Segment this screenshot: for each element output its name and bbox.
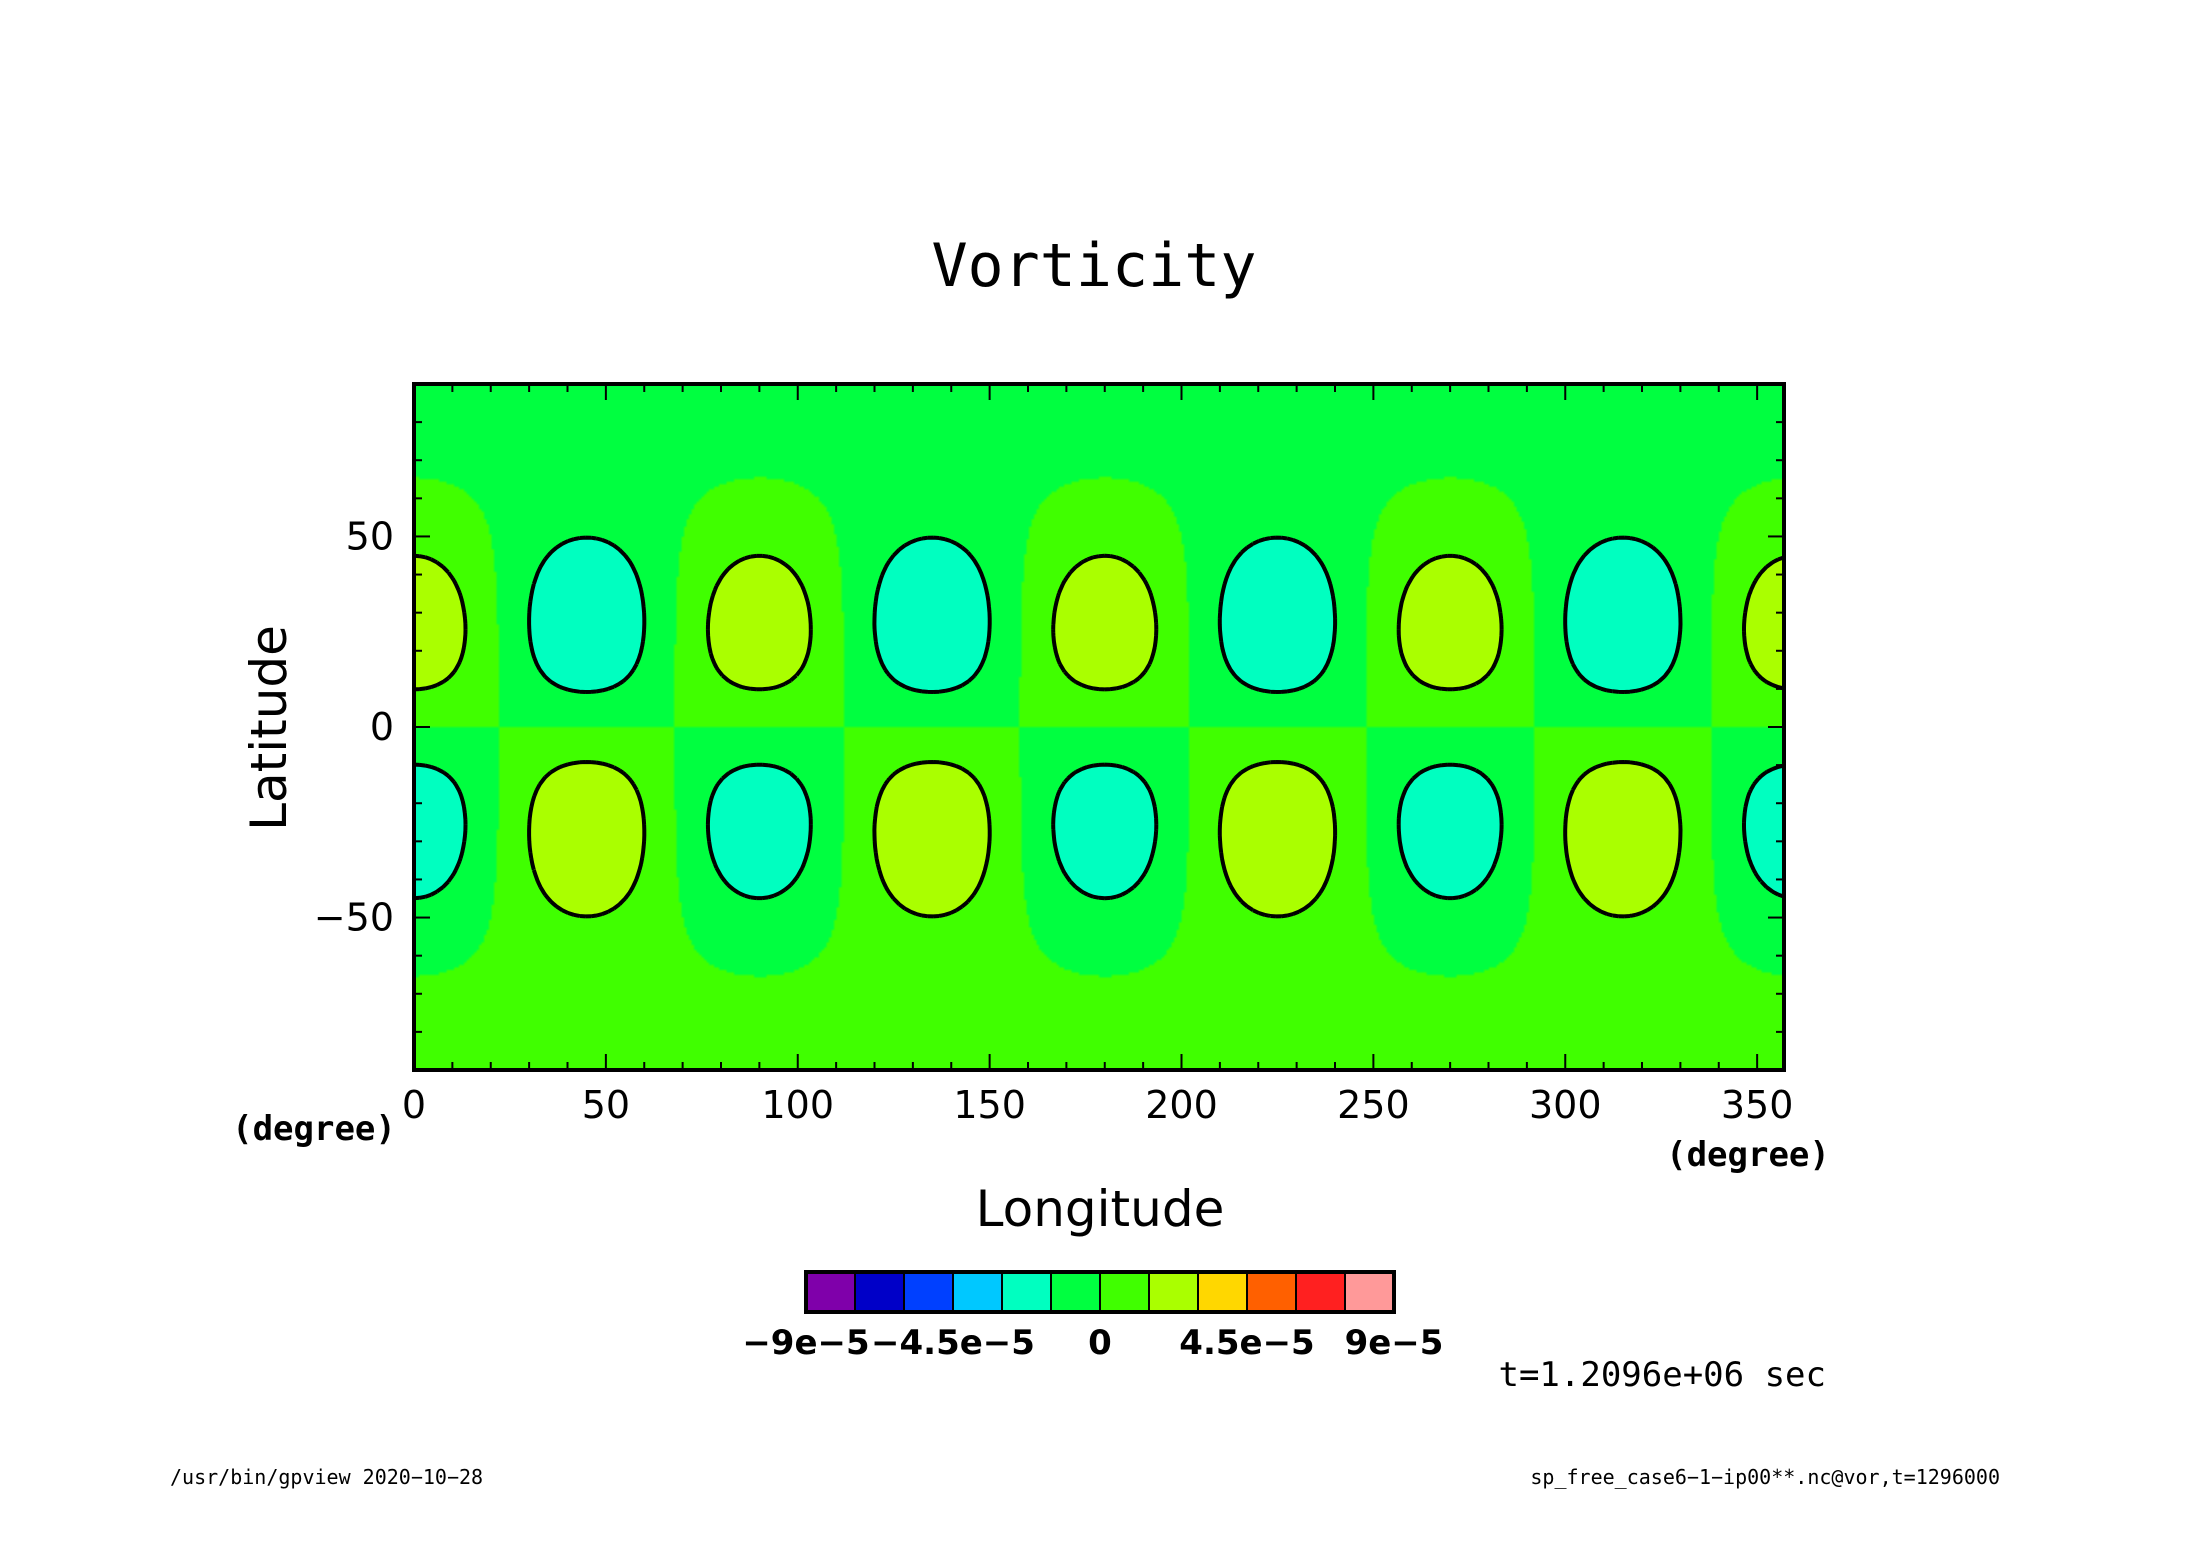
contour-line bbox=[413, 535, 1785, 901]
x-tick-label: 0 bbox=[402, 1083, 426, 1127]
colorbar-swatch bbox=[1148, 1271, 1199, 1313]
vorticity-field bbox=[414, 384, 1784, 1070]
footer-right: sp_free_case6−1−ip00**.nc@vor,t=1296000 bbox=[1530, 1465, 2000, 1489]
y-tick-label: 0 bbox=[370, 705, 394, 749]
colorbar-label: −4.5e−5 bbox=[871, 1323, 1035, 1363]
colorbar-swatch bbox=[952, 1271, 1003, 1313]
y-tick-label: 50 bbox=[346, 514, 394, 558]
colorbar-swatch bbox=[1295, 1271, 1346, 1313]
colorbar-swatch bbox=[1001, 1271, 1052, 1313]
colorbar-swatch bbox=[1197, 1271, 1248, 1313]
footer-left: /usr/bin/gpview 2020−10−28 bbox=[170, 1465, 483, 1489]
colorbar-label: 4.5e−5 bbox=[1179, 1323, 1314, 1363]
x-tick-label: 250 bbox=[1337, 1083, 1410, 1127]
colorbar-label: −9e−5 bbox=[742, 1323, 869, 1363]
x-tick-label: 50 bbox=[582, 1083, 630, 1127]
x-tick-label: 200 bbox=[1145, 1083, 1218, 1127]
x-tick-label: 150 bbox=[953, 1083, 1026, 1127]
contour-lines bbox=[413, 535, 1785, 919]
colorbar-swatch bbox=[1246, 1271, 1297, 1313]
colorbar-swatch bbox=[854, 1271, 905, 1313]
x-tick-label: 100 bbox=[761, 1083, 834, 1127]
x-axis-label: Longitude bbox=[976, 1180, 1225, 1238]
y-tick-labels: −50 0 50 bbox=[314, 514, 394, 939]
colorbar-label: 9e−5 bbox=[1345, 1323, 1444, 1363]
colorbar-swatch bbox=[903, 1271, 954, 1313]
x-tick-label: 300 bbox=[1529, 1083, 1602, 1127]
x-tick-label: 350 bbox=[1721, 1083, 1794, 1127]
y-axis-label: Latitude bbox=[240, 625, 298, 831]
contour-line bbox=[413, 553, 1785, 919]
time-annotation: t=1.2096e+06 sec bbox=[1498, 1355, 1826, 1395]
colorbar-frame bbox=[804, 1270, 1396, 1314]
axis-ticks bbox=[413, 384, 1784, 1070]
plot-area bbox=[412, 382, 1786, 1072]
x-unit-left: (degree) bbox=[232, 1109, 396, 1149]
colorbar-label: 0 bbox=[1088, 1323, 1112, 1363]
x-unit-right: (degree) bbox=[1666, 1135, 1830, 1175]
colorbar-labels: −9e−5 −4.5e−5 0 4.5e−5 9e−5 bbox=[742, 1323, 1443, 1363]
colorbar-swatch bbox=[805, 1271, 856, 1313]
y-tick-label: −50 bbox=[314, 896, 394, 940]
colorbar bbox=[804, 1270, 1396, 1314]
chart-title: Vorticity bbox=[931, 231, 1256, 301]
colorbar-swatch bbox=[1344, 1271, 1395, 1313]
x-tick-labels: 0 50 100 150 200 250 300 350 bbox=[402, 1083, 1793, 1127]
colorbar-swatch bbox=[1050, 1271, 1101, 1313]
colorbar-swatch bbox=[1099, 1271, 1150, 1313]
